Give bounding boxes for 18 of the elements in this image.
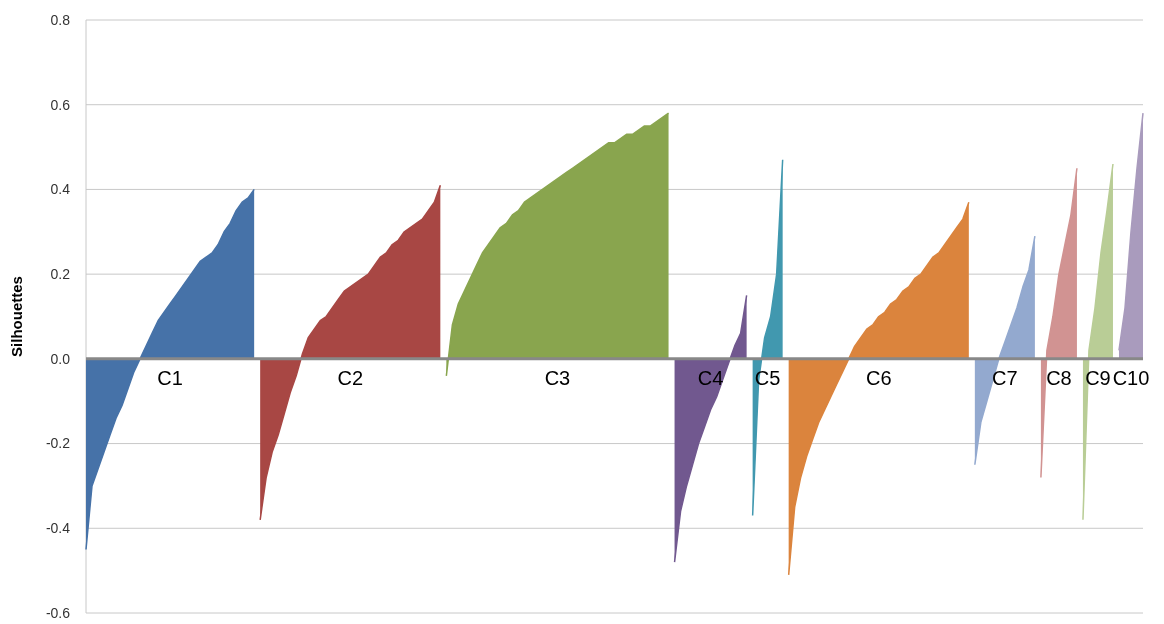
series-label: C1 (157, 366, 183, 389)
y-tick-label: 0.2 (50, 266, 71, 283)
y-axis-title: Silhouettes (8, 276, 25, 357)
y-tick-label: 0.6 (50, 96, 71, 113)
y-tick-label: 0.4 (50, 181, 71, 198)
y-tick-label: 0.0 (50, 350, 71, 367)
y-tick-label: -0.4 (45, 520, 71, 537)
series-label: C8 (1046, 366, 1072, 389)
y-tick-label: -0.2 (45, 435, 71, 452)
y-tick-label: 0.8 (50, 11, 71, 28)
series-label: C7 (992, 366, 1018, 389)
series-label: C10 (1112, 366, 1150, 389)
y-tick-label: -0.6 (45, 604, 71, 621)
series-label: C6 (865, 366, 892, 389)
series-label: C2 (337, 366, 364, 389)
series-label: C4 (697, 366, 724, 389)
series-label: C3 (544, 366, 571, 389)
series-label: C9 (1085, 366, 1111, 389)
